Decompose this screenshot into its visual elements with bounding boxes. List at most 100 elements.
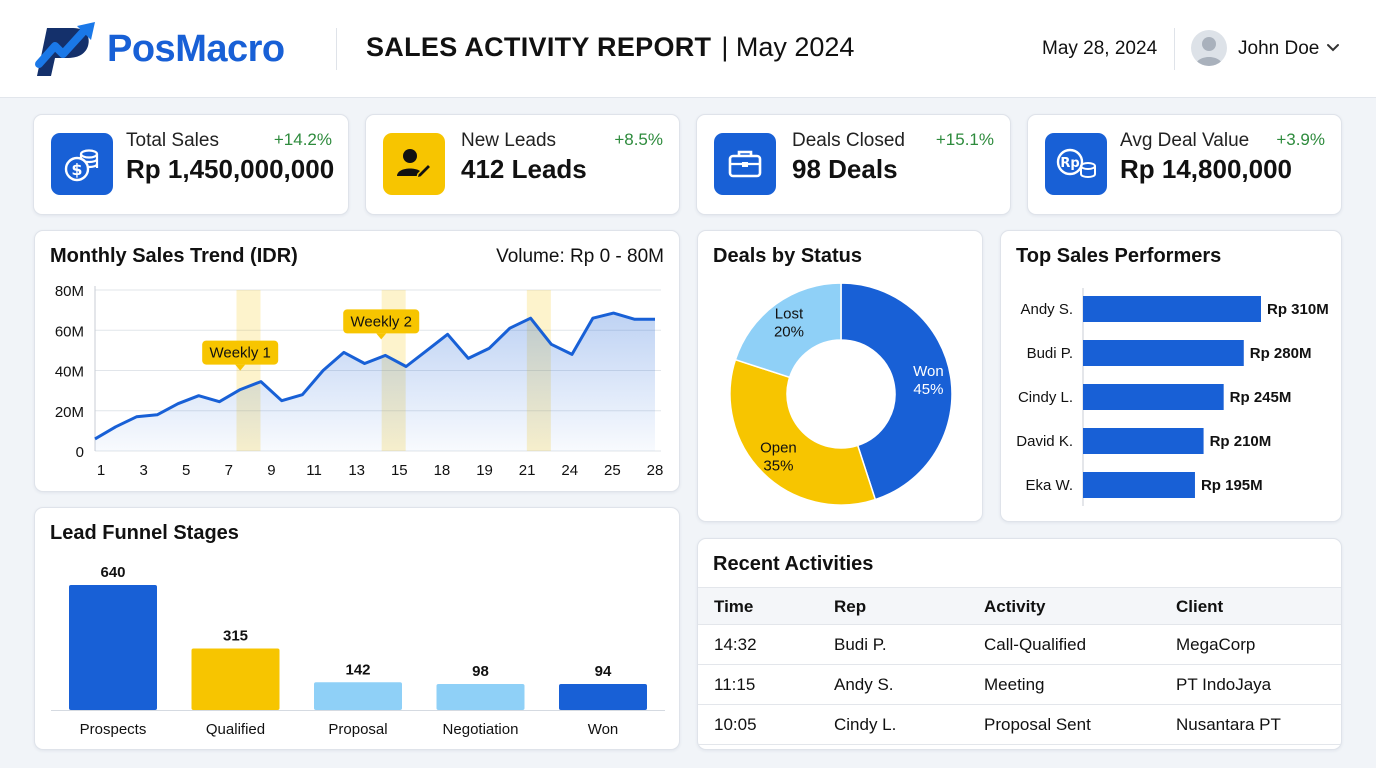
table-row[interactable]: 11:15 Andy S. Meeting PT IndoJaya — [698, 665, 1341, 705]
x-tick-label: 24 — [561, 462, 578, 479]
x-tick-label: 28 — [647, 462, 664, 479]
donut-slice-lost — [734, 282, 842, 379]
x-tick-label: 21 — [519, 462, 536, 479]
card-title: Lead Funnel Stages — [50, 522, 239, 544]
performer-value-label: Rp 280M — [1250, 345, 1312, 362]
y-tick-label: 60M — [55, 323, 84, 340]
slice-category-label: Lost — [775, 305, 804, 322]
cell-time: 14:32 — [714, 635, 757, 654]
card-title: Monthly Sales Trend (IDR) — [50, 245, 298, 267]
funnel-value-label: 142 — [345, 661, 370, 678]
slice-value-label: 20% — [774, 323, 804, 340]
annotation-pointer — [376, 333, 387, 340]
kpi-value: Rp 1,450,000,000 — [126, 154, 335, 184]
cell-activity: Proposal Sent — [984, 715, 1091, 734]
performer-value-label: Rp 310M — [1267, 301, 1329, 318]
cell-rep: Budi P. — [834, 635, 887, 654]
card-title: Deals by Status — [713, 245, 862, 267]
volume-range: Volume: Rp 0 - 80M — [496, 246, 664, 267]
report-date: May 28, 2024 — [1042, 38, 1158, 59]
x-tick-label: 13 — [348, 462, 365, 479]
x-tick-label: 5 — [182, 462, 190, 479]
user-edit-icon — [383, 133, 445, 195]
annotation-label: Weekly 2 — [351, 313, 412, 330]
funnel-stage-label: Qualified — [206, 721, 265, 738]
funnel-stage-label: Prospects — [80, 721, 147, 738]
kpi-card-avg-deal-value[interactable]: Rp Avg Deal Value +3.9% Rp 14,800,000 — [1027, 114, 1342, 215]
top-sales-performers-card: Top Sales Performers Andy S. Rp 310M Budi … — [1000, 230, 1342, 522]
cell-time: 11:15 — [714, 675, 756, 694]
funnel-value-label: 640 — [100, 564, 125, 581]
y-tick-label: 20M — [55, 404, 84, 421]
kpi-label: Deals Closed — [792, 130, 905, 151]
annotation-badge — [343, 309, 420, 334]
x-tick-label: 9 — [267, 462, 275, 479]
funnel-stage-label: Negotiation — [443, 721, 519, 738]
funnel-stage-label: Won — [588, 721, 619, 738]
kpi-card-new-leads[interactable]: New Leads +8.5% 412 Leads — [365, 114, 680, 215]
slice-value-label: 35% — [763, 458, 793, 475]
user-avatar-icon[interactable] — [1191, 30, 1227, 66]
kpi-card-total-sales[interactable]: $ Total Sales +14.2% Rp 1,450,000,000 — [33, 114, 349, 215]
slice-category-label: Open — [760, 440, 797, 457]
performer-bar — [1083, 384, 1224, 410]
annotation-badge — [202, 340, 279, 365]
performer-name: Eka W. — [1025, 477, 1073, 494]
column-header-time[interactable]: Time — [714, 597, 754, 616]
table-row[interactable]: 14:32 Budi P. Call-Qualified MegaCorp — [698, 625, 1341, 665]
y-tick-label: 80M — [55, 283, 84, 300]
performer-name: Andy S. — [1020, 301, 1073, 318]
sales-line — [94, 311, 655, 441]
funnel-value-label: 315 — [223, 627, 248, 644]
cell-activity: Call-Qualified — [984, 635, 1087, 654]
kpi-label: New Leads — [461, 130, 557, 151]
user-name[interactable]: John Doe — [1238, 38, 1320, 59]
annotation-label: Weekly 1 — [209, 345, 270, 362]
cell-client: PT IndoJaya — [1176, 675, 1272, 694]
column-header-rep[interactable]: Rep — [834, 597, 867, 616]
page-title: SALES ACTIVITY REPORT | May 2024 — [366, 32, 854, 63]
x-tick-label: 19 — [476, 462, 493, 479]
cell-rep: Cindy L. — [834, 715, 897, 734]
app-header: PosMacro SALES ACTIVITY REPORT | May 2024… — [0, 0, 1376, 98]
chevron-down-icon[interactable] — [1325, 36, 1341, 60]
brand-logo[interactable]: PosMacro — [33, 20, 285, 78]
money-coins-icon: $ — [51, 133, 113, 195]
header-divider — [336, 28, 337, 70]
y-tick-label: 0 — [76, 444, 84, 461]
kpi-value: 412 Leads — [461, 154, 587, 184]
kpi-change: +8.5% — [614, 130, 663, 149]
kpi-change: +3.9% — [1276, 130, 1325, 149]
header-divider-right — [1174, 28, 1175, 70]
card-title: Top Sales Performers — [1016, 245, 1222, 267]
performer-bar — [1083, 472, 1195, 498]
donut-slice-won — [840, 282, 953, 501]
kpi-change: +15.1% — [935, 130, 994, 149]
kpi-value: 98 Deals — [792, 154, 898, 184]
slice-category-label: Won — [913, 363, 944, 380]
table-header: Time Rep Activity Client — [698, 587, 1341, 625]
performers-bar-chart: Andy S. Rp 310M Budi P. Rp 280M Cindy L. Rp 2… — [1016, 288, 1329, 506]
report-title-text: SALES ACTIVITY REPORT — [366, 32, 712, 62]
kpi-label: Total Sales — [126, 130, 219, 151]
column-header-activity[interactable]: Activity — [984, 597, 1046, 616]
x-tick-label: 7 — [225, 462, 233, 479]
column-header-client[interactable]: Client — [1176, 597, 1224, 616]
performer-name: Budi P. — [1027, 345, 1073, 362]
table-row[interactable]: 10:05 Cindy L. Proposal Sent Nusantara P… — [698, 705, 1341, 745]
card-title: Recent Activities — [713, 553, 874, 575]
report-period: | May 2024 — [721, 32, 855, 62]
funnel-bar — [314, 682, 402, 710]
slice-value-label: 45% — [913, 381, 943, 398]
performer-value-label: Rp 210M — [1210, 433, 1272, 450]
cell-client: Nusantara PT — [1176, 715, 1281, 734]
cell-client: MegaCorp — [1176, 635, 1256, 654]
x-tick-label: 25 — [604, 462, 621, 479]
cell-activity: Meeting — [984, 675, 1045, 694]
kpi-card-deals-closed[interactable]: Deals Closed +15.1% 98 Deals — [696, 114, 1011, 215]
recent-activities-card: Recent Activities Time Rep Activity Clie… — [697, 538, 1342, 750]
lead-funnel-bar-chart: 640 Prospects 315 Qualified 142 Proposal 98 Neg… — [51, 564, 665, 738]
kpi-label: Avg Deal Value — [1120, 130, 1250, 151]
